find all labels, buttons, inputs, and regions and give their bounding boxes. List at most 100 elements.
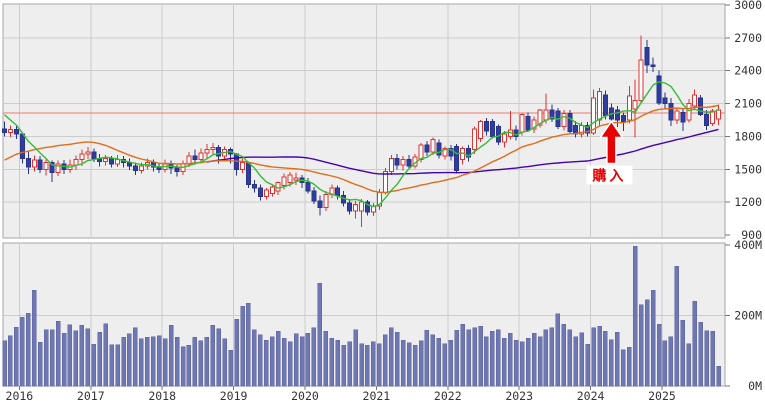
candle-up [537,109,543,126]
volume-bar [668,336,674,387]
candle-down [91,151,97,159]
price-tick-label: 2400 [734,64,762,78]
candle-up [79,153,85,160]
candle-up [478,121,483,140]
candle-up [323,193,329,209]
candle-up [281,176,287,187]
volume-bar [347,341,352,387]
candle-down [513,129,519,137]
candle-up [686,103,692,121]
volume-bar [180,346,186,387]
candle-up [359,201,364,212]
volume-bar [216,328,221,387]
volume-bar [508,332,513,387]
volume-tick-label: 400M [734,238,762,252]
volume-bar [585,344,590,387]
price-tick-label: 3000 [734,0,762,12]
volume-bar [210,325,215,387]
candle-down [109,157,115,165]
volume-bar [275,331,281,387]
volume-bar [632,246,638,387]
candle-down [644,47,650,66]
volume-bar [156,335,162,387]
year-label: 2023 [505,389,533,403]
candle-down [305,181,311,192]
volume-bar [49,329,55,387]
candle-up [210,146,216,151]
volume-bar [686,343,691,387]
volume-bar [454,330,459,387]
volume-bar [638,304,644,387]
candle-up [240,162,245,170]
candle-up [543,109,549,121]
candle-up [103,157,109,163]
short-ma-line [4,81,719,208]
candle-up [353,203,359,212]
volume-bar [460,324,465,387]
volume-bar [412,345,418,387]
candle-down [216,146,222,157]
volume-bar [311,327,317,387]
year-label: 2024 [577,389,605,403]
volume-bar [484,336,489,387]
volume-bar [26,312,31,387]
volume-bar [383,334,388,387]
volume-bar [525,338,531,387]
candle-up [7,128,13,134]
candle-down [13,128,19,135]
candle-up [561,112,567,128]
price-tick-label: 1800 [734,129,762,143]
price-panel[interactable] [2,3,726,239]
volume-bar [264,339,269,387]
candle-up [55,163,61,174]
volume-bar [591,327,596,387]
candle-up [43,162,49,170]
volume-bar [162,338,168,387]
candle-down [251,184,257,189]
volume-bar [222,338,227,387]
candle-down [436,142,442,156]
candle-up [85,151,91,155]
candle-up [293,177,299,181]
price-tick-label: 1200 [734,195,762,209]
candle-down [680,111,686,123]
candle-down [466,147,472,158]
volume-bar [305,332,311,387]
volume-bar [400,339,406,387]
candle-down [174,167,180,172]
candle-down [132,165,138,171]
price-tick-label: 900 [741,228,762,242]
volume-bar [20,317,25,387]
candle-up [400,158,406,166]
candle-up [519,114,525,133]
year-label: 2021 [363,389,391,403]
candle-down [2,128,7,134]
volume-bar [609,339,614,387]
volume-bar [287,341,293,387]
volume-bar [627,346,632,387]
volume-bar [561,324,567,387]
candle-down [650,64,656,67]
volume-bar [359,343,364,387]
year-label: 2022 [434,389,462,403]
volume-bar [656,324,662,387]
candle-down [192,155,198,160]
volume-bar [323,331,329,387]
volume-bar [8,335,13,387]
candle-down [454,145,460,171]
candle-down [406,158,412,167]
candle-up [472,128,478,151]
volume-bar [204,336,210,387]
candle-down [245,162,251,186]
year-label: 2019 [220,389,248,403]
candle-up [388,157,394,172]
volume-bar [2,340,7,387]
candle-up [591,97,597,134]
volume-bar [335,339,340,387]
volume-bar [61,332,67,387]
volume-bar [246,302,251,387]
candle-up [418,144,424,160]
volume-bar [228,350,233,387]
candle-up [204,149,210,154]
